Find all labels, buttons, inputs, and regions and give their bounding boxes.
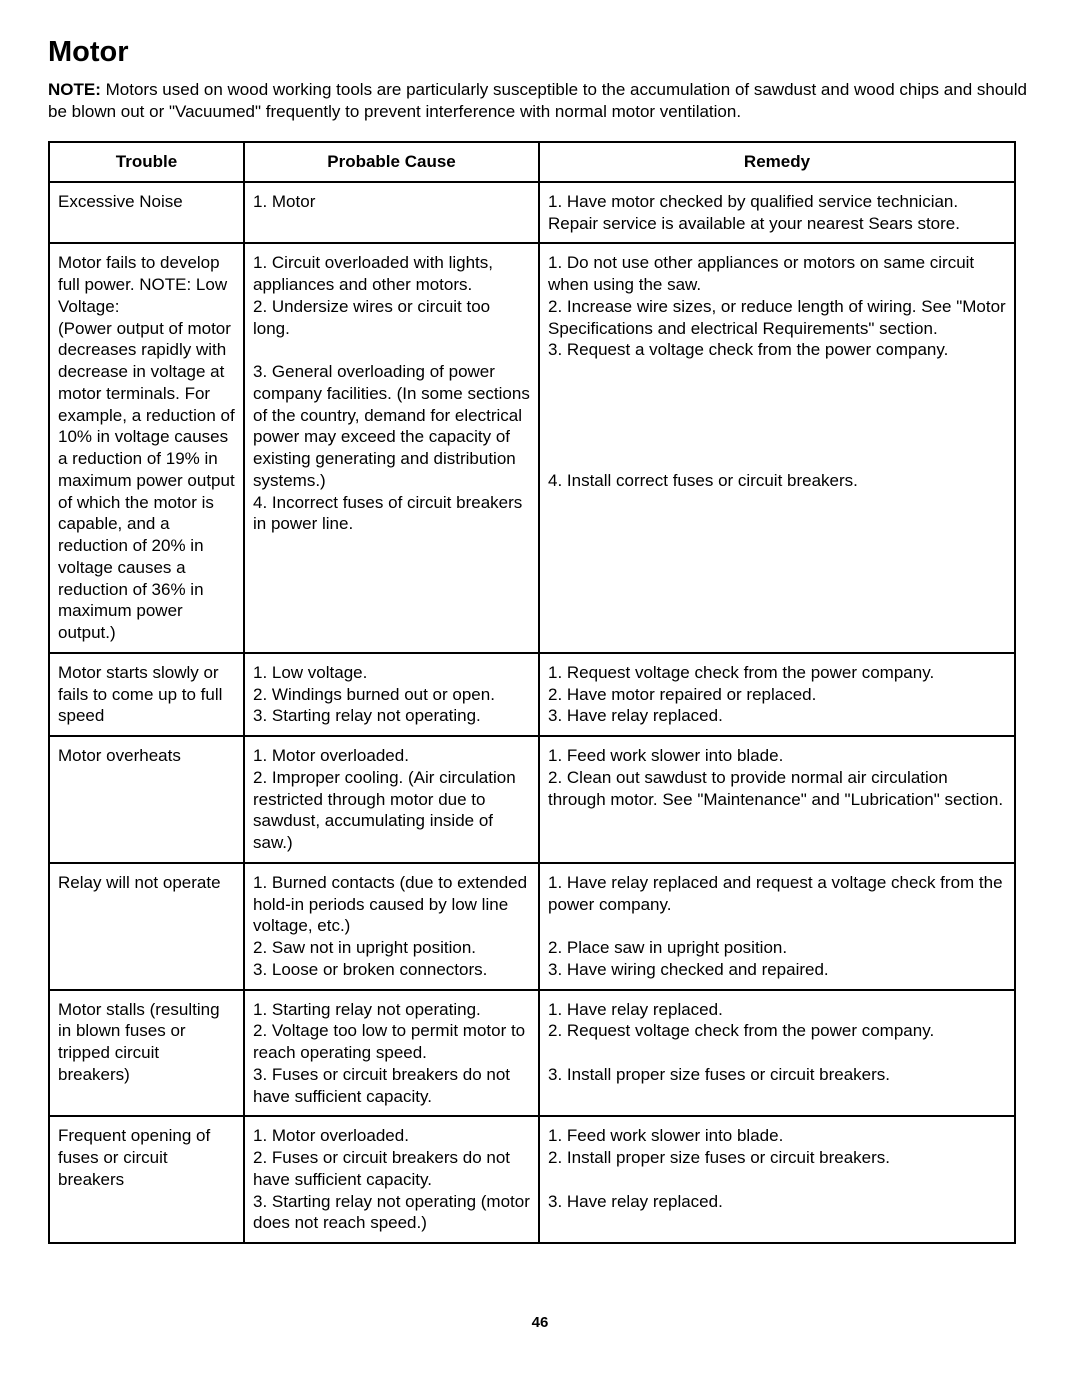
table-header-row: Trouble Probable Cause Remedy [49, 142, 1015, 182]
cell-trouble: Motor overheats [49, 736, 244, 863]
cell-cause: 1. Motor [244, 182, 539, 244]
cell-remedy: 1. Have relay replaced. 2. Request volta… [539, 990, 1015, 1117]
cell-trouble: Relay will not operate [49, 863, 244, 990]
cell-trouble: Frequent opening of fuses or circuit bre… [49, 1116, 244, 1243]
cell-cause: 1. Burned contacts (due to extended hold… [244, 863, 539, 990]
table-row: Relay will not operate1. Burned contacts… [49, 863, 1015, 990]
table-row: Excessive Noise1. Motor1. Have motor che… [49, 182, 1015, 244]
col-header-remedy: Remedy [539, 142, 1015, 182]
cell-trouble: Excessive Noise [49, 182, 244, 244]
note-label: NOTE: [48, 80, 101, 99]
table-row: Motor fails to develop full power. NOTE:… [49, 243, 1015, 653]
section-title: Motor [48, 36, 1032, 69]
cell-cause: 1. Motor overloaded. 2. Improper cooling… [244, 736, 539, 863]
note-paragraph: NOTE: Motors used on wood working tools … [48, 79, 1032, 123]
table-row: Motor stalls (resulting in blown fuses o… [49, 990, 1015, 1117]
cell-remedy: 1. Request voltage check from the power … [539, 653, 1015, 736]
page-number: 46 [48, 1314, 1032, 1331]
table-row: Motor starts slowly or fails to come up … [49, 653, 1015, 736]
cell-cause: 1. Motor overloaded. 2. Fuses or circuit… [244, 1116, 539, 1243]
cell-trouble: Motor starts slowly or fails to come up … [49, 653, 244, 736]
cell-cause: 1. Low voltage. 2. Windings burned out o… [244, 653, 539, 736]
col-header-trouble: Trouble [49, 142, 244, 182]
cell-trouble: Motor fails to develop full power. NOTE:… [49, 243, 244, 653]
col-header-cause: Probable Cause [244, 142, 539, 182]
cell-remedy: 1. Feed work slower into blade. 2. Insta… [539, 1116, 1015, 1243]
cell-remedy: 1. Do not use other appliances or motors… [539, 243, 1015, 653]
cell-remedy: 1. Feed work slower into blade. 2. Clean… [539, 736, 1015, 863]
table-row: Frequent opening of fuses or circuit bre… [49, 1116, 1015, 1243]
cell-trouble: Motor stalls (resulting in blown fuses o… [49, 990, 244, 1117]
note-text: Motors used on wood working tools are pa… [48, 80, 1027, 121]
cell-remedy: 1. Have relay replaced and request a vol… [539, 863, 1015, 990]
troubleshoot-table: Trouble Probable Cause Remedy Excessive … [48, 141, 1016, 1244]
cell-cause: 1. Starting relay not operating. 2. Volt… [244, 990, 539, 1117]
table-row: Motor overheats1. Motor overloaded. 2. I… [49, 736, 1015, 863]
cell-cause: 1. Circuit overloaded with lights, appli… [244, 243, 539, 653]
cell-remedy: 1. Have motor checked by qualified servi… [539, 182, 1015, 244]
